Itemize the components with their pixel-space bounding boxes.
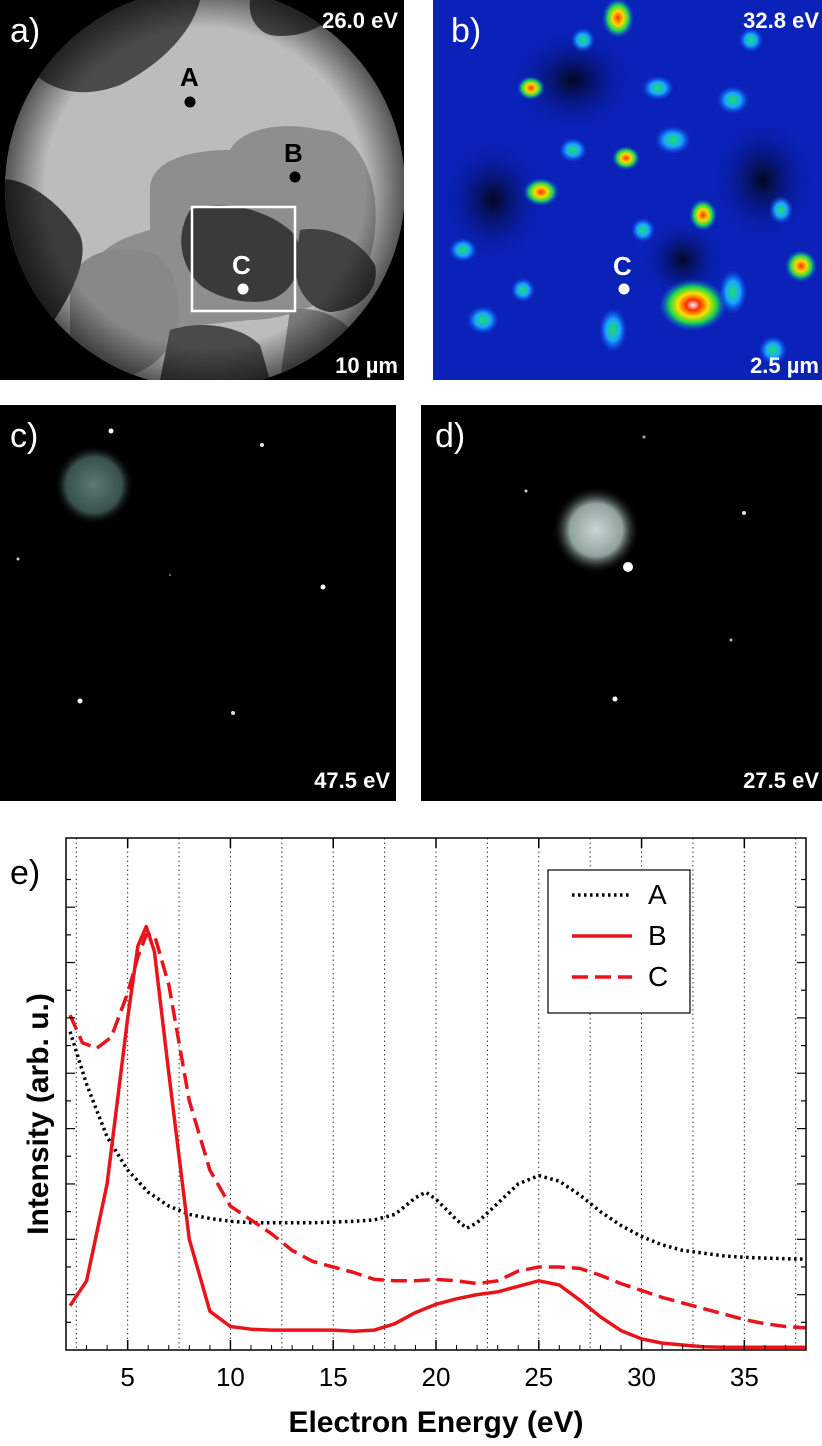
x-tick-label: 25 [524, 1362, 553, 1392]
panel-a-leem-image: A B C a) 26.0 eV 10 µm [0, 0, 404, 380]
series-line-c [68, 933, 807, 1330]
legend-label-a: A [648, 879, 667, 910]
x-tick-label: 35 [730, 1362, 759, 1392]
panel-b-energy: 32.8 eV [743, 8, 819, 33]
legend: ABC [547, 869, 691, 1014]
panel-b-label: b) [451, 12, 481, 50]
series-lines [68, 924, 807, 1349]
legend-box [547, 869, 691, 1014]
point-b-label: B [284, 138, 303, 168]
x-tick-label: 5 [120, 1362, 134, 1392]
point-b-marker [289, 171, 301, 183]
x-tick-label: 10 [216, 1362, 245, 1392]
x-tick-label: 20 [422, 1362, 451, 1392]
x-axis-title: Electron Energy (eV) [288, 1406, 583, 1439]
panel-a-scale: 10 µm [335, 353, 398, 378]
panel-c-label: c) [10, 417, 38, 455]
point-c-label: C [232, 250, 251, 280]
series-line-a [68, 1031, 807, 1261]
panel-b-point-c-label: C [613, 251, 632, 281]
x-tick-label: 15 [319, 1362, 348, 1392]
panel-d-graphic: d) 27.5 eV [421, 405, 822, 801]
panel-e-label: e) [10, 854, 40, 892]
panel-d-diffraction-pattern: d) 27.5 eV [421, 405, 822, 801]
spectra-chart-svg: e) 5 10 15 20 25 30 35 Electron Energy (eV) In… [10, 837, 807, 1439]
panel-b-intensity-map: C b) 32.8 eV 2.5 µm [433, 0, 822, 380]
panel-c-energy: 47.5 eV [314, 768, 390, 793]
legend-label-b: B [648, 920, 667, 951]
x-tick-label: 30 [627, 1362, 656, 1392]
panel-a-graphic: A B C a) 26.0 eV 10 µm [5, 0, 404, 380]
zoom-region-box [190, 205, 297, 313]
panel-b-graphic: C b) 32.8 eV 2.5 µm [433, 0, 822, 380]
panel-e-spectra-chart: e) 5 10 15 20 25 30 35 Electron Energy (eV) In… [0, 820, 822, 1446]
point-a-marker [184, 96, 196, 108]
panel-c-graphic: c) 47.5 eV [0, 405, 396, 801]
panel-c-diffraction-pattern: c) 47.5 eV [0, 405, 396, 801]
series-line-b [68, 924, 806, 1349]
point-c-marker [237, 283, 249, 295]
panel-b-scale: 2.5 µm [750, 353, 819, 378]
panel-d-energy: 27.5 eV [743, 768, 819, 793]
legend-label-c: C [648, 961, 668, 992]
panel-b-point-c-marker [618, 283, 630, 295]
panel-a-energy: 26.0 eV [322, 8, 398, 33]
axis-ticks: 5 10 15 20 25 30 35 [65, 838, 807, 1392]
y-axis-title: Intensity (arb. u.) [22, 993, 55, 1235]
panel-d-label: d) [435, 417, 465, 455]
panel-a-label: a) [10, 12, 40, 50]
point-a-label: A [180, 62, 199, 92]
